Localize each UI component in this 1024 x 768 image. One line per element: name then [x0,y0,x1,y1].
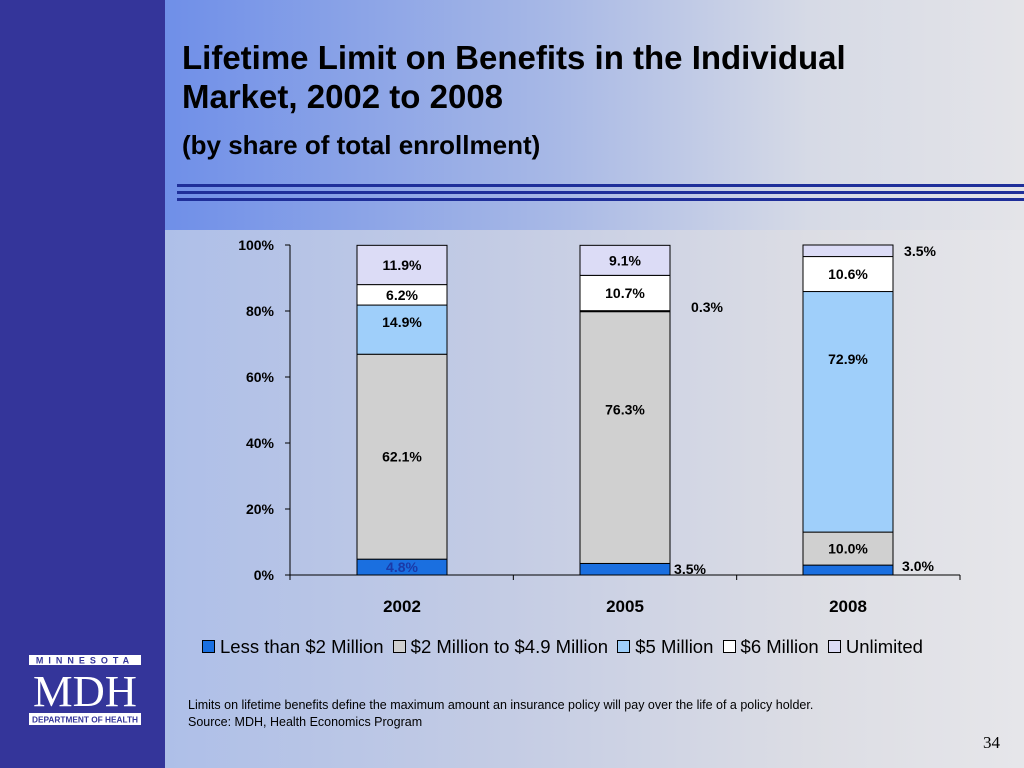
bar-segment [579,562,671,576]
x-tick-label: 2008 [829,597,867,616]
data-label: 10.6% [828,266,868,282]
legend-label: Unlimited [845,636,923,657]
y-tick-label: 40% [246,435,275,451]
data-label: 3.5% [674,561,706,577]
svg-text:MINNESOTA: MINNESOTA [36,656,134,666]
legend-item-2m-to-4-9m: $2 Million to $4.9 Million [392,636,609,658]
y-tick-label: 100% [238,237,274,253]
data-label: 3.5% [904,243,936,259]
bar-segment [579,244,671,276]
bar-segment [356,353,448,560]
legend-item-less-than-2m: Less than $2 Million [202,636,384,658]
slide-subtitle: (by share of total enrollment) [182,130,541,160]
data-label: 11.9% [383,257,422,273]
bar-segment [579,274,671,312]
y-tick-label: 60% [246,369,275,385]
legend-label: Less than $2 Million [220,636,384,657]
data-label: 10.0% [828,541,868,557]
title-line-1: Lifetime Limit on Benefits in the Indivi… [182,39,846,76]
legend-swatch [617,640,631,653]
y-tick-label: 20% [246,501,275,517]
data-label: 72.9% [828,351,868,367]
page-number: 34 [983,733,1000,752]
legend-swatch [392,640,406,653]
data-label: 9.1% [609,252,641,268]
legend-item-unlimited: Unlimited [827,636,923,658]
legend-label: $5 Million [635,636,714,657]
bar-segment [579,311,671,564]
legend-swatch [722,640,736,653]
data-label: 10.7% [605,285,645,301]
svg-text:DEPARTMENT OF HEALTH: DEPARTMENT OF HEALTH [32,715,138,725]
bar-segment [356,304,448,355]
legend-item-6m: $6 Million [722,636,819,658]
data-label: 76.3% [605,402,645,418]
mdh-logo: MINNESOTA MDH DEPARTMENT OF HEALTH [26,652,144,728]
svg-text:MDH: MDH [33,667,137,716]
data-label: 4.8% [386,559,418,575]
bar-segment [356,244,448,286]
x-tick-label: 2002 [383,597,421,616]
divider-rule-3 [177,198,1024,201]
sidebar-band [0,0,165,768]
bar-segment [802,531,894,566]
footnote: Limits on lifetime benefits define the m… [188,697,813,731]
bar-segment [802,564,894,576]
divider-rule-2 [177,191,1024,194]
data-label: 0.3% [691,299,723,315]
title-line-2: Market, 2002 to 2008 [182,78,504,115]
legend-swatch [827,640,841,653]
x-tick-label: 2005 [606,597,644,616]
bar-segment [802,244,894,258]
data-label: 3.0% [902,558,934,574]
footnote-definition: Limits on lifetime benefits define the m… [188,698,814,712]
y-tick-label: 80% [246,303,275,319]
legend-swatch [202,640,215,653]
slide-title: Lifetime Limit on Benefits in the Indivi… [182,38,1012,116]
legend-item-5m: $5 Million [617,636,713,658]
legend-label: $6 Million [740,636,819,657]
bar-segment [802,256,894,293]
bar-segment [802,291,894,533]
data-label: 62.1% [382,449,422,465]
footnote-source: Source: MDH, Health Economics Program [188,715,423,729]
divider-rule-1 [177,184,1024,187]
data-label: 6.2% [386,287,418,303]
mdh-logo-graphic: MINNESOTA MDH DEPARTMENT OF HEALTH [26,652,144,728]
chart-legend: Less than $2 Million $2 Million to $4.9 … [202,636,1024,662]
legend-label: $2 Million to $4.9 Million [410,636,609,657]
data-label: 14.9% [382,314,422,330]
y-tick-label: 0% [254,567,275,583]
